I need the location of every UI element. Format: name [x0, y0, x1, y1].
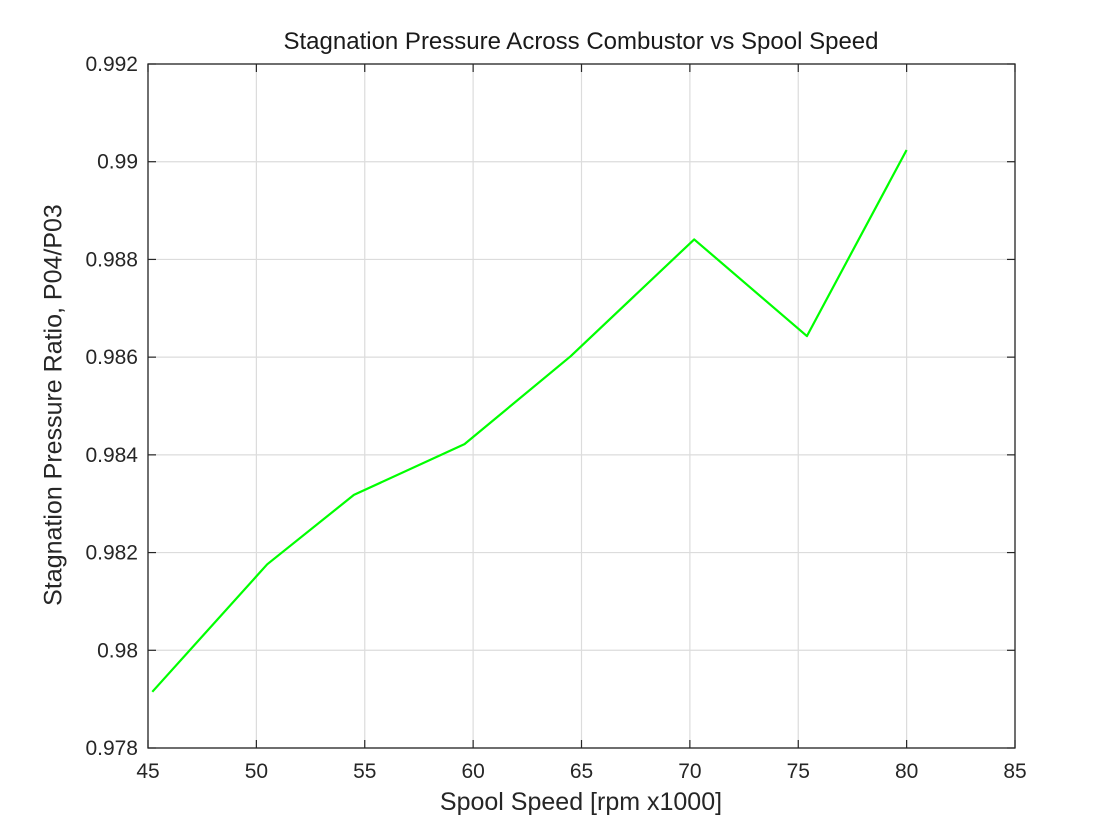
x-tick-label: 75 — [787, 760, 810, 783]
y-tick-label: 0.982 — [85, 542, 138, 565]
y-tick-label: 0.992 — [85, 53, 138, 76]
x-tick-label: 45 — [136, 760, 159, 783]
y-tick-label: 0.984 — [85, 444, 138, 467]
y-tick-label: 0.988 — [85, 248, 138, 271]
y-tick-label: 0.98 — [97, 639, 138, 662]
series-line — [151, 149, 908, 693]
chart-title: Stagnation Pressure Across Combustor vs … — [283, 28, 879, 55]
y-axis-label: Stagnation Pressure Ratio, P04/P03 — [39, 204, 68, 606]
x-tick-label: 50 — [245, 760, 268, 783]
y-tick-label: 0.99 — [97, 151, 138, 174]
x-tick-label: 60 — [461, 760, 484, 783]
x-tick-label: 55 — [353, 760, 376, 783]
x-axis-label: Spool Speed [rpm x1000] — [439, 788, 723, 816]
x-tick-label: 85 — [1003, 760, 1026, 783]
y-tick-label: 0.978 — [85, 737, 138, 760]
x-tick-label: 80 — [895, 760, 918, 783]
x-tick-label: 70 — [678, 760, 701, 783]
x-tick-label: 65 — [570, 760, 593, 783]
y-tick-label: 0.986 — [85, 346, 138, 369]
